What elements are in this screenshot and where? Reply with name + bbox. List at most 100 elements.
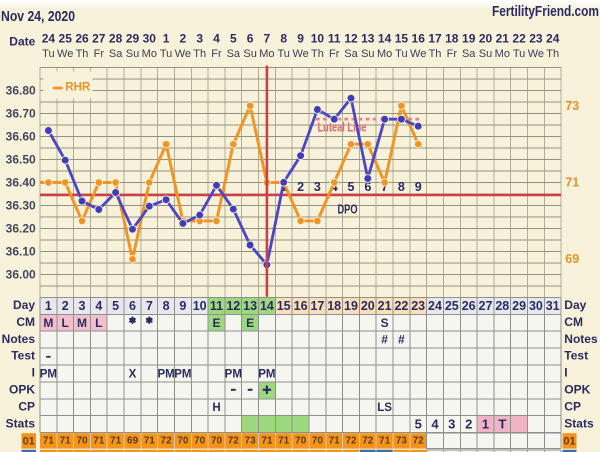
svg-text:26: 26 <box>462 299 476 313</box>
svg-text:18: 18 <box>327 299 341 313</box>
svg-text:Th: Th <box>76 48 89 60</box>
svg-text:Tu: Tu <box>160 48 172 60</box>
svg-text:Sa: Sa <box>227 48 241 60</box>
svg-text:15: 15 <box>277 299 291 313</box>
svg-text:Su: Su <box>243 48 256 60</box>
svg-text:71: 71 <box>278 435 290 446</box>
svg-text:17: 17 <box>310 299 324 313</box>
svg-text:19: 19 <box>462 32 476 46</box>
svg-text:70: 70 <box>177 435 189 446</box>
svg-text:CM: CM <box>16 315 35 329</box>
svg-text:6: 6 <box>129 299 136 313</box>
svg-text:6: 6 <box>364 180 371 194</box>
svg-text:Luteal Line: Luteal Line <box>318 121 367 135</box>
svg-text:4: 4 <box>431 416 439 431</box>
svg-text:Fr: Fr <box>329 48 340 60</box>
svg-text:Sa: Sa <box>344 48 358 60</box>
svg-text:Su: Su <box>126 48 139 60</box>
svg-text:Th: Th <box>311 48 324 60</box>
svg-text:70: 70 <box>211 435 223 446</box>
svg-text:L: L <box>95 316 102 330</box>
svg-text:29: 29 <box>512 299 526 313</box>
svg-text:CP: CP <box>18 399 35 413</box>
svg-text:5: 5 <box>230 32 237 46</box>
svg-text:2: 2 <box>465 416 472 431</box>
svg-text:14: 14 <box>260 299 274 313</box>
svg-text:CP: CP <box>564 399 581 413</box>
svg-text:71: 71 <box>110 435 122 446</box>
svg-text:OPK: OPK <box>9 383 35 397</box>
svg-text:36.30: 36.30 <box>6 198 36 212</box>
svg-text:69: 69 <box>127 435 139 446</box>
svg-text:71: 71 <box>60 435 72 446</box>
svg-text:We: We <box>57 48 73 60</box>
svg-text:6: 6 <box>247 32 254 46</box>
svg-text:4: 4 <box>95 299 102 313</box>
svg-text:71: 71 <box>144 435 156 446</box>
svg-text:PM: PM <box>174 368 191 380</box>
svg-text:Fr: Fr <box>211 48 222 60</box>
svg-text:11: 11 <box>210 299 223 313</box>
svg-text:70: 70 <box>312 435 324 446</box>
svg-text:Notes: Notes <box>564 332 598 346</box>
svg-text:71: 71 <box>93 435 105 446</box>
svg-text:12: 12 <box>226 299 240 313</box>
svg-text:8: 8 <box>163 299 170 313</box>
svg-text:Stats: Stats <box>564 416 594 430</box>
svg-text:69: 69 <box>565 252 579 266</box>
svg-text:9: 9 <box>179 299 186 313</box>
svg-text:28: 28 <box>495 299 509 313</box>
svg-text:24: 24 <box>42 32 56 46</box>
svg-text:I: I <box>32 366 35 380</box>
svg-text:71: 71 <box>261 435 273 446</box>
svg-text:Mo: Mo <box>495 48 510 60</box>
svg-text:2: 2 <box>297 180 304 194</box>
svg-text:30: 30 <box>143 32 157 46</box>
svg-text:73: 73 <box>565 99 579 113</box>
svg-text:Day: Day <box>13 298 35 312</box>
svg-text:10: 10 <box>193 299 207 313</box>
svg-text:CM: CM <box>564 315 583 329</box>
svg-text:5: 5 <box>112 299 119 313</box>
svg-text:PM: PM <box>258 368 275 380</box>
svg-text:3: 3 <box>196 32 203 46</box>
svg-text:7: 7 <box>381 180 388 194</box>
svg-text:8: 8 <box>398 180 405 194</box>
svg-text:We: We <box>292 48 308 60</box>
svg-text:17: 17 <box>428 32 442 46</box>
svg-text:71: 71 <box>329 435 341 446</box>
svg-text:5: 5 <box>348 180 355 194</box>
svg-text:72: 72 <box>362 435 374 446</box>
svg-text:19: 19 <box>344 299 358 313</box>
svg-text:Tu: Tu <box>513 48 525 60</box>
svg-text:Day: Day <box>564 298 586 312</box>
svg-text:01: 01 <box>23 436 35 448</box>
svg-text:Th: Th <box>429 48 442 60</box>
svg-text:4: 4 <box>331 180 338 194</box>
svg-text:26: 26 <box>75 32 89 46</box>
svg-text:4: 4 <box>213 32 220 46</box>
svg-text:22: 22 <box>512 32 526 46</box>
svg-text:71: 71 <box>379 435 391 446</box>
svg-text:Notes: Notes <box>2 332 36 346</box>
svg-text:9: 9 <box>415 180 422 194</box>
svg-text:3: 3 <box>448 416 455 431</box>
svg-text:PM: PM <box>40 368 57 380</box>
svg-text:2: 2 <box>62 299 69 313</box>
svg-text:13: 13 <box>361 32 375 46</box>
svg-text:We: We <box>175 48 191 60</box>
svg-text:7: 7 <box>146 299 153 313</box>
svg-text:72: 72 <box>413 435 425 446</box>
svg-text:I: I <box>564 366 567 380</box>
svg-text:72: 72 <box>161 435 173 446</box>
svg-text:FertilityFriend.com: FertilityFriend.com <box>492 4 599 20</box>
svg-text:20: 20 <box>479 32 493 46</box>
svg-text:73: 73 <box>245 435 257 446</box>
svg-text:12: 12 <box>344 32 358 46</box>
svg-text:Su: Su <box>479 48 492 60</box>
svg-text:3: 3 <box>79 299 86 313</box>
svg-text:Test: Test <box>11 349 35 363</box>
svg-text:18: 18 <box>445 32 459 46</box>
svg-text:36.00: 36.00 <box>6 267 36 281</box>
svg-text:We: We <box>528 48 544 60</box>
